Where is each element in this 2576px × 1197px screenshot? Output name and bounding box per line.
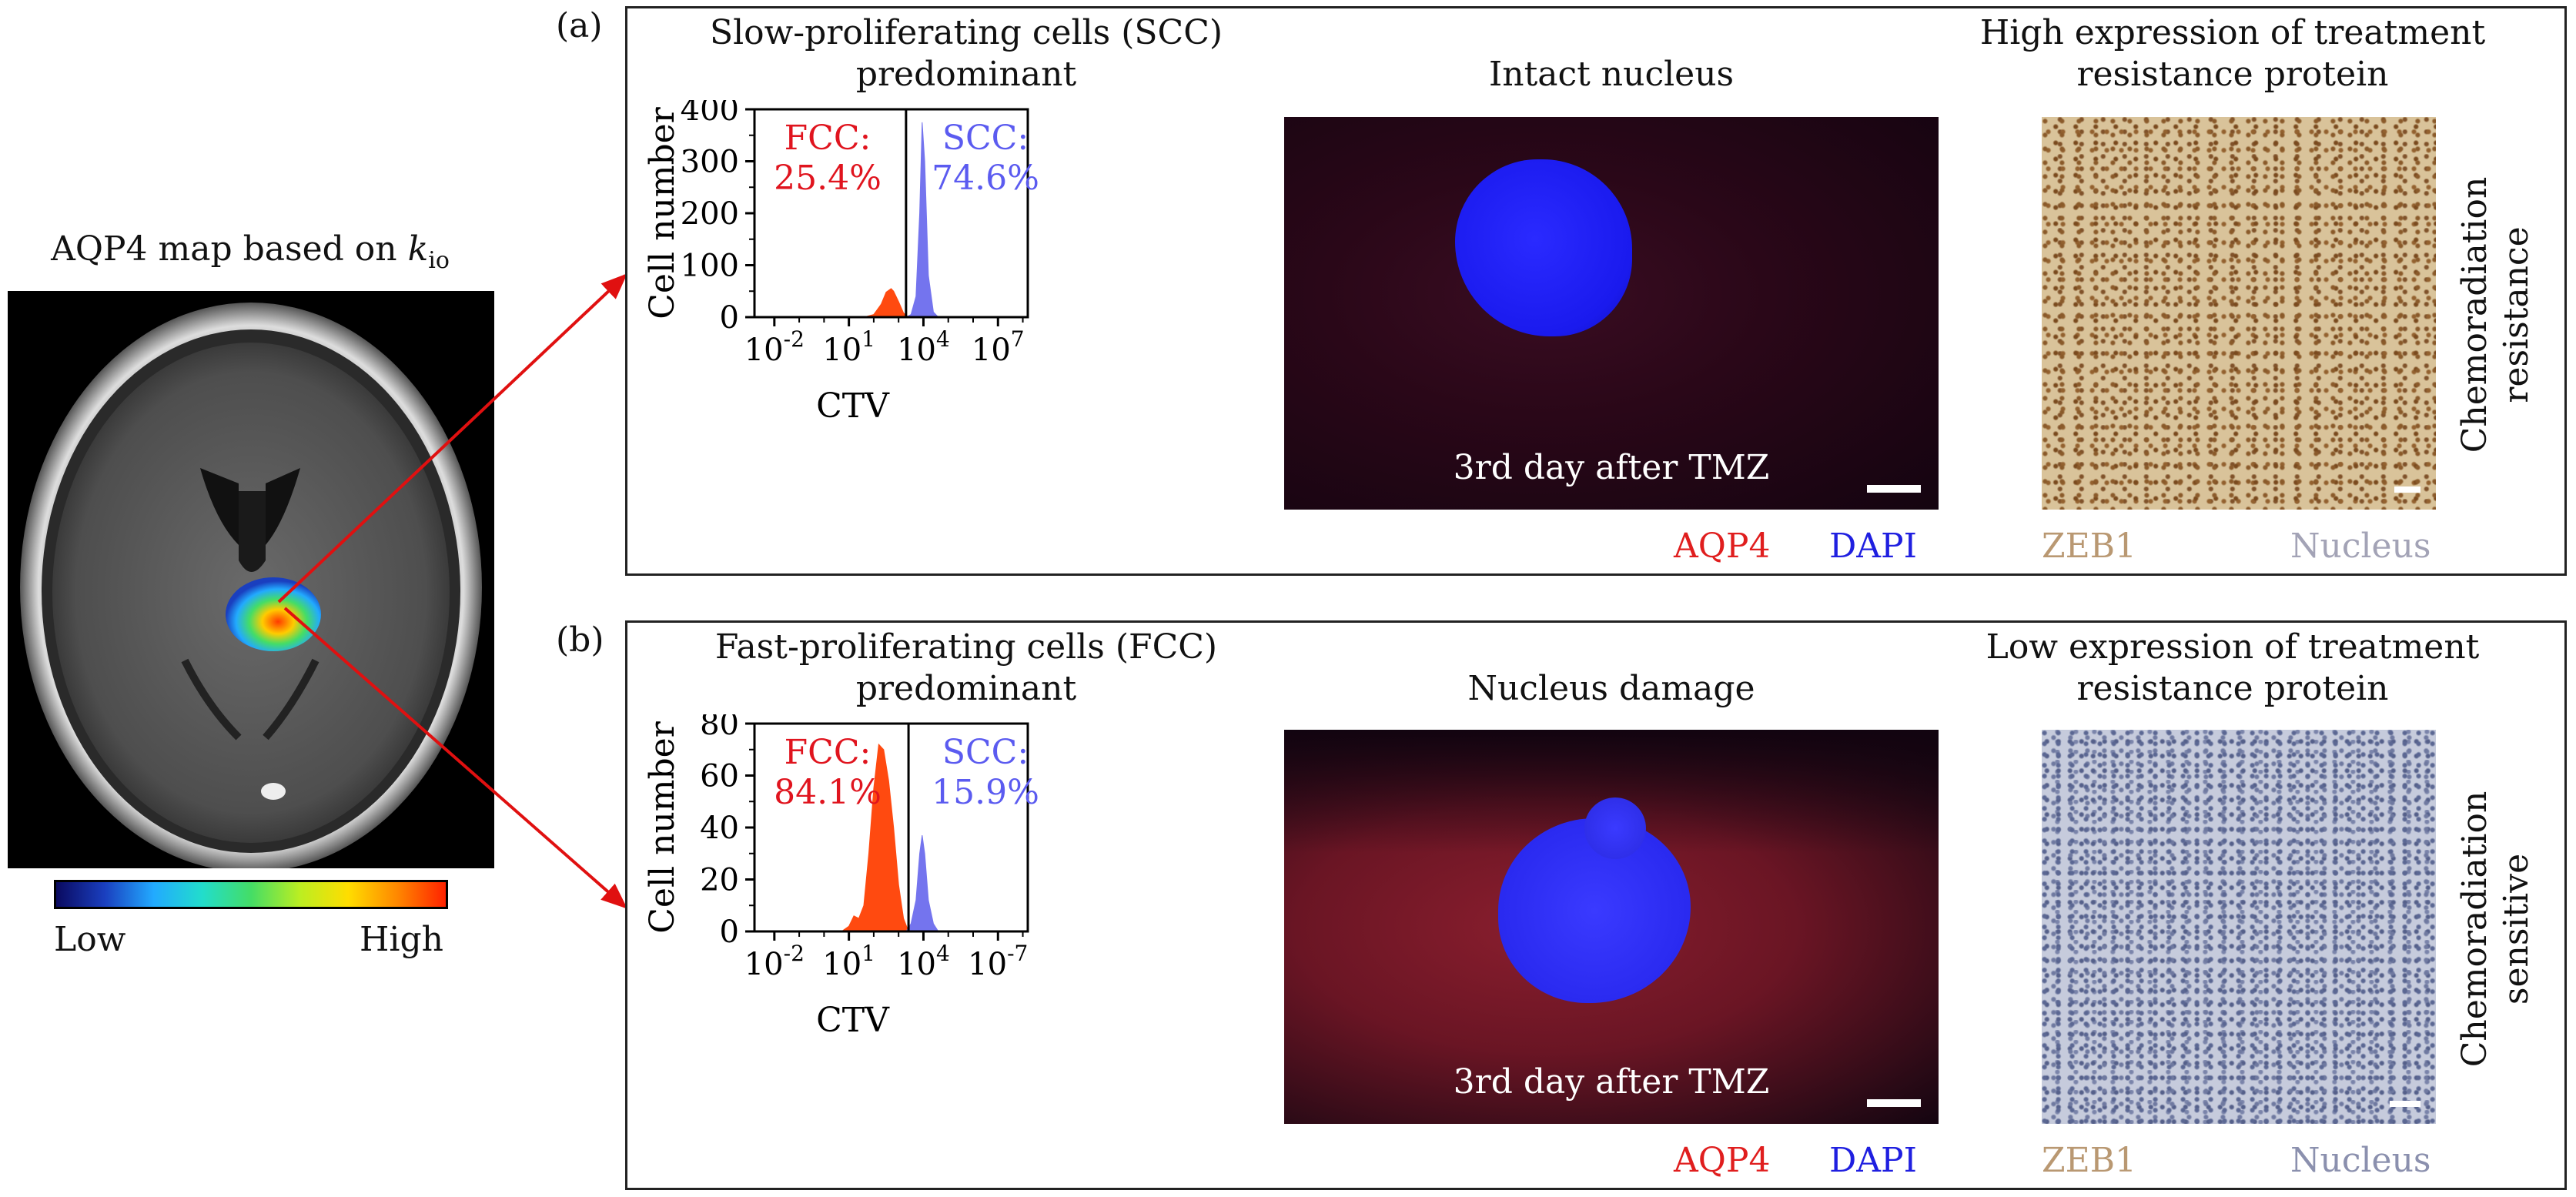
y-tick-label: 300 <box>681 145 739 180</box>
x-tick-label: 10-7 <box>968 941 1028 982</box>
panel-a-legend-aqp4: AQP4 <box>1674 527 1771 566</box>
x-tick-label: 104 <box>897 941 950 982</box>
y-tick-label: 20 <box>700 863 739 898</box>
panel-a-fluorescence-image: 3rd day after TMZ <box>1284 117 1939 510</box>
x-tick-label: 101 <box>822 326 875 368</box>
panel-b-histogram: 0 20 40 60 80 10-2 101 104 10-7 Cell number CTV FCC… <box>643 714 1039 1040</box>
hist-series-1 <box>905 835 939 932</box>
x-axis-label: CTV <box>816 386 890 426</box>
hist-series-1 <box>905 122 939 318</box>
panel-b-letter: (b) <box>556 620 604 660</box>
panel-a-right-title: High expression of treatment resistance … <box>1979 13 2486 94</box>
annotation-value: 25.4% <box>774 159 882 198</box>
panel-a-ihc-scalebar <box>2394 486 2420 493</box>
colorbar <box>54 880 448 909</box>
brain-title-prefix: AQP4 map based on <box>51 229 408 269</box>
panel-b-side-text: Chemoradiation sensitive <box>2455 791 2536 1068</box>
panel-a-legend-dapi: DAPI <box>1829 527 1918 566</box>
colorbar-high-label: High <box>360 920 443 959</box>
annotation-value: 84.1% <box>774 773 882 812</box>
y-tick-label: 200 <box>681 196 739 232</box>
panel-b-legend-nucleus: Nucleus <box>2290 1141 2431 1180</box>
panel-b-ihc-scalebar <box>2390 1101 2420 1107</box>
panel-a-side-text: Chemoradiation resistance <box>2455 176 2536 453</box>
arrow-to-panel-b <box>283 607 628 909</box>
panel-a-legend-nucleus: Nucleus <box>2290 527 2431 566</box>
panel-a-side-label: Chemoradiation resistance <box>2454 161 2538 469</box>
panel-b-legend-dapi: DAPI <box>1829 1141 1918 1180</box>
panel-a-caption: 3rd day after TMZ <box>1453 448 1770 487</box>
panel-a-histogram: 0 100 200 300 400 10-2 101 104 107 Cell number CTV… <box>643 100 1039 426</box>
x-tick-label: 10-2 <box>744 941 805 982</box>
y-tick-label: 40 <box>700 811 739 846</box>
brain-title-var: k <box>407 229 429 269</box>
hist-series-0 <box>863 288 910 318</box>
panel-b-hist-title: Fast-proliferating cells (FCC) predomina… <box>714 627 1218 708</box>
panel-a-fluor-scalebar <box>1867 485 1921 493</box>
brain-mri-drawing <box>20 303 482 868</box>
panel-a-legend-zeb1: ZEB1 <box>2042 527 2137 566</box>
panel-b-ihc-image <box>2042 730 2436 1124</box>
panel-b-side-label: Chemoradiation sensitive <box>2454 775 2538 1083</box>
colorbar-low-label: Low <box>54 920 126 959</box>
y-tick-label: 80 <box>700 714 739 742</box>
panel-b-legend-aqp4: AQP4 <box>1674 1141 1771 1180</box>
panel-b-caption: 3rd day after TMZ <box>1453 1062 1770 1102</box>
y-tick-label: 60 <box>700 759 739 794</box>
x-tick-label: 104 <box>897 326 950 368</box>
panel-a-mid-title: Intact nucleus <box>1488 55 1735 94</box>
panel-b-fluor-scalebar <box>1867 1099 1921 1107</box>
panel-b-nucleus-bleb <box>1584 797 1646 859</box>
y-tick-label: 0 <box>720 300 739 336</box>
x-tick-label: 101 <box>822 941 875 982</box>
annotation-label: SCC: <box>942 119 1029 158</box>
arrow-to-panel-a <box>277 273 627 604</box>
panel-a-letter: (a) <box>556 6 603 45</box>
annotation-label: FCC: <box>785 119 871 158</box>
y-tick-label: 100 <box>681 249 739 284</box>
y-axis-label: Cell number <box>643 106 682 319</box>
x-tick-label: 107 <box>972 326 1025 368</box>
y-tick-label: 400 <box>681 100 739 128</box>
hist-series-0 <box>840 743 909 932</box>
panel-b-right-title: Low expression of treatment resistance p… <box>1986 627 2480 708</box>
panel-b-fluorescence-image: 3rd day after TMZ <box>1284 730 1939 1124</box>
x-axis-label: CTV <box>816 1001 890 1040</box>
brain-mri-image <box>8 291 494 868</box>
brain-title-sub: io <box>428 246 450 274</box>
y-axis-label: Cell number <box>643 721 682 933</box>
annotation-label: SCC: <box>942 733 1029 772</box>
panel-a-hist-title: Slow-proliferating cells (SCC) predomina… <box>709 13 1223 94</box>
panel-b-frame <box>625 620 2567 1190</box>
y-tick-label: 0 <box>720 914 739 950</box>
panel-b-legend-zeb1: ZEB1 <box>2042 1141 2137 1180</box>
annotation-label: FCC: <box>785 733 871 772</box>
annotation-value: 15.9% <box>932 773 1039 812</box>
annotation-value: 74.6% <box>932 159 1039 198</box>
panel-a-nucleus <box>1455 159 1632 336</box>
panel-a-frame <box>625 6 2567 576</box>
x-tick-label: 10-2 <box>744 326 805 368</box>
panel-a-ihc-image <box>2042 117 2436 510</box>
panel-b-mid-title: Nucleus damage <box>1467 669 1755 708</box>
brain-title: AQP4 map based on kio <box>0 229 500 274</box>
